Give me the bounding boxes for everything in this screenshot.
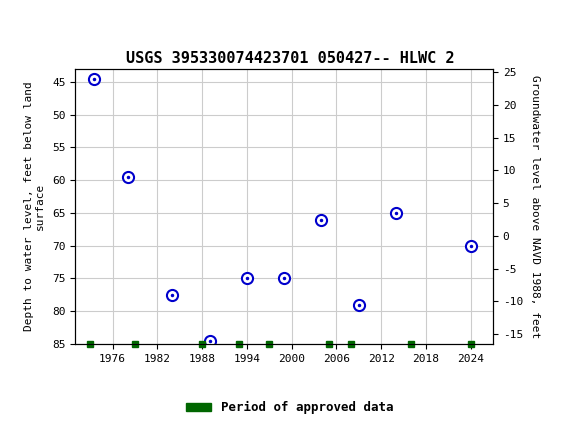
Y-axis label: Depth to water level, feet below land
surface: Depth to water level, feet below land su… (24, 82, 45, 331)
Text: USGS 395330074423701 050427-- HLWC 2: USGS 395330074423701 050427-- HLWC 2 (126, 51, 454, 65)
Legend: Period of approved data: Period of approved data (181, 396, 399, 419)
Y-axis label: Groundwater level above NAVD 1988, feet: Groundwater level above NAVD 1988, feet (530, 75, 540, 338)
Text: ≡USGS: ≡USGS (17, 17, 72, 35)
